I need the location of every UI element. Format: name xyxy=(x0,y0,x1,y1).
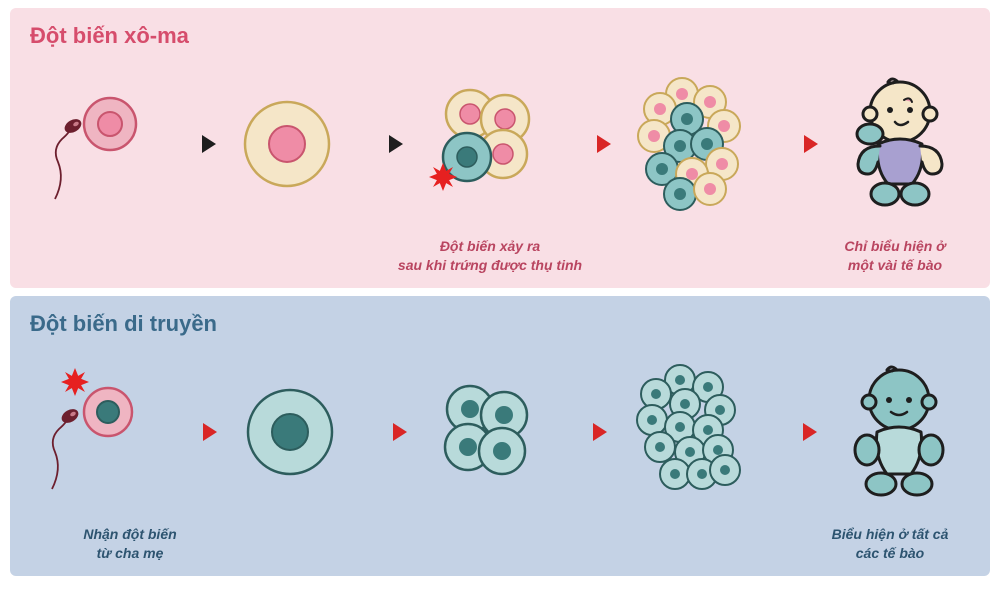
caption-inherited: Nhận đột biến từ cha mẹ xyxy=(50,525,210,564)
stage-zygote-teal xyxy=(240,382,340,482)
caption-somatic-result: Chỉ biểu hiện ở một vài tế bào xyxy=(815,237,975,276)
stage-baby-germline xyxy=(839,362,959,502)
caption-germline-result: Biểu hiện ở tất cả các tế bào xyxy=(805,525,975,564)
title-germline: Đột biến di truyền xyxy=(30,311,970,337)
stage-inherited xyxy=(40,372,150,492)
arrow-icon xyxy=(561,417,609,447)
stage-many-teal xyxy=(630,362,750,502)
arrow-icon xyxy=(565,129,613,159)
stage-mosaic-cells xyxy=(632,74,752,214)
arrow-icon xyxy=(361,417,409,447)
panel-somatic-mutation: Đột biến xô-ma xyxy=(10,8,990,288)
caption-mutation-timing: Đột biến xảy ra sau khi trứng được thụ t… xyxy=(390,237,590,276)
stage-zygote xyxy=(237,94,337,194)
row-germline xyxy=(30,347,970,517)
stage-mutation-occurs xyxy=(425,79,545,209)
stage-baby-mosaic xyxy=(840,74,960,214)
arrow-icon xyxy=(771,417,819,447)
arrow-icon xyxy=(170,129,218,159)
row-somatic xyxy=(30,59,970,229)
arrow-icon xyxy=(772,129,820,159)
stage-division-teal xyxy=(430,377,540,487)
arrow-icon xyxy=(171,417,219,447)
title-somatic: Đột biến xô-ma xyxy=(30,23,970,49)
stage-fertilization xyxy=(40,84,150,204)
arrow-icon xyxy=(357,129,405,159)
panel-germline-mutation: Đột biến di truyền xyxy=(10,296,990,576)
